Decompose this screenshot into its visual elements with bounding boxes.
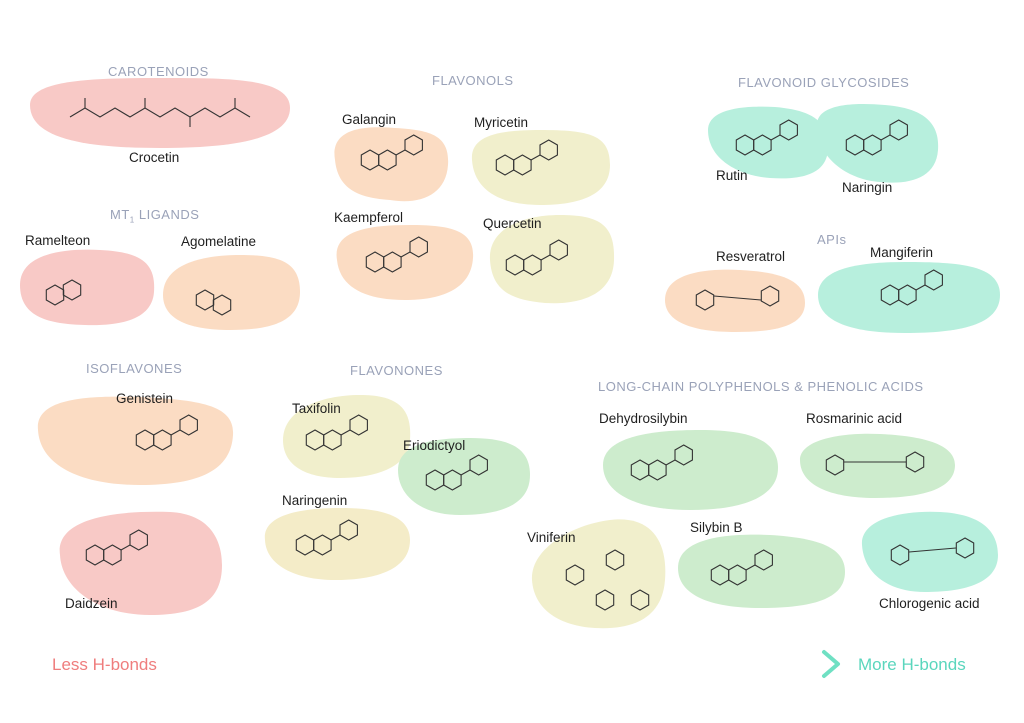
structure-resveratrol [695,285,780,311]
blob-mangiferin [818,262,1000,333]
label-taxifolin: Taxifolin [292,401,341,416]
group-title-carotenoids: CAROTENOIDS [108,64,209,79]
label-rosmarinic-acid: Rosmarinic acid [806,411,903,426]
blob-ramelteon [20,249,155,326]
label-dehydrosilybin: Dehydrosilybin [599,411,688,426]
blob-dehydrosilybin [603,430,778,510]
blob-crocetin [30,78,290,148]
blob-naringin [817,104,939,183]
blob-naringenin [264,508,410,580]
label-ramelteon: Ramelteon [25,233,91,248]
blob-agomelatine [163,255,300,330]
blob-resveratrol [665,269,805,332]
hbond-arrow [180,650,840,678]
label-mangiferin: Mangiferin [870,245,934,260]
group-title-flavonols: FLAVONOLS [432,73,514,88]
label-quercetin: Quercetin [483,216,542,231]
group-title-polyphenols: LONG-CHAIN POLYPHENOLS & PHENOLIC ACIDS [598,379,924,394]
legend-less-hbonds: Less H-bonds [52,655,157,674]
group-title-flavonoid-glycosides: FLAVONOID GLYCOSIDES [738,75,910,90]
label-agomelatine: Agomelatine [181,234,257,249]
blob-genistein [37,396,234,485]
blob-silybinb [678,534,845,608]
label-resveratrol: Resveratrol [716,249,786,264]
blob-taxifolin [283,395,411,478]
group-title-isoflavones: ISOFLAVONES [86,361,183,376]
label-crocetin: Crocetin [129,150,180,165]
legend-more-hbonds: More H-bonds [858,655,966,674]
structure-chlorogenic [890,537,975,566]
label-naringenin: Naringenin [282,493,348,508]
label-eriodictyol: Eriodictyol [403,438,466,453]
blob-rosmarinic [800,433,955,498]
label-daidzein: Daidzein [65,596,118,611]
label-myricetin: Myricetin [474,115,529,130]
label-galangin: Galangin [342,112,397,127]
label-silybin-b: Silybin B [690,520,743,535]
blob-myricetin [471,130,610,205]
label-chlorogenic-acid: Chlorogenic acid [879,596,980,611]
label-rutin: Rutin [716,168,748,183]
label-kaempferol: Kaempferol [334,210,404,225]
group-title-flavonones: FLAVONONES [350,363,443,378]
label-viniferin: Viniferin [527,530,576,545]
blob-eriodictyol [398,438,530,515]
label-genistein: Genistein [116,391,174,406]
label-naringin: Naringin [842,180,893,195]
blob-kaempferol [336,225,474,300]
blob-daidzein [59,511,222,615]
structure-crocetin [69,98,251,127]
group-title-apis: APIs [817,232,847,247]
structure-rosmarinic [825,451,925,476]
blob-rutin [708,106,829,179]
group-title-mt1-ligands: MT1 LIGANDS [110,207,200,225]
blob-viniferin [531,519,666,629]
blob-galangin [334,127,449,202]
blob-quercetin [489,215,615,304]
blob-chlorogenic [861,511,998,592]
